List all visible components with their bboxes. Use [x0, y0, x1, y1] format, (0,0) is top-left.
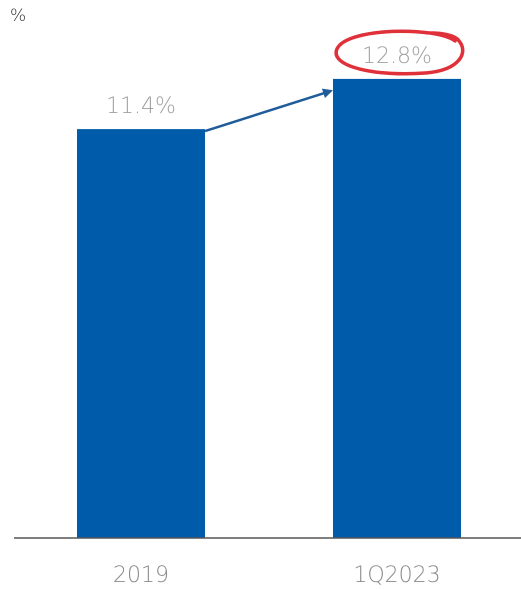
bar-1q2023	[333, 78, 461, 538]
x-tick-label-2019: 2019	[113, 563, 169, 588]
data-label-2019: 11.4%	[106, 94, 176, 119]
data-label-1q2023: 12.8%	[362, 44, 432, 69]
highlight-circle	[334, 29, 465, 76]
growth-arrow	[204, 88, 333, 133]
x-tick-label-1q2023: 1Q2023	[353, 563, 440, 588]
y-unit-label: %	[10, 6, 27, 26]
bar-2019	[77, 129, 205, 538]
